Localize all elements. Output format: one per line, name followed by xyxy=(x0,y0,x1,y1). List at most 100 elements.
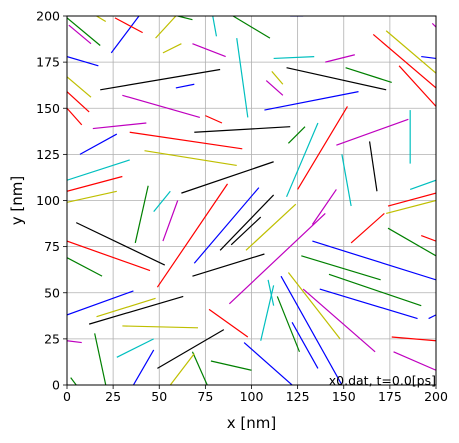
segment-84 xyxy=(208,308,249,338)
y-axis-label: y [nm] xyxy=(8,176,26,225)
y-ticks: 0 25 50 75 100 125 150 175 200 xyxy=(36,9,67,393)
segment-51 xyxy=(386,199,436,214)
segment-13 xyxy=(162,43,182,54)
segment-55 xyxy=(156,183,229,288)
segment-29 xyxy=(67,107,83,126)
segment-54 xyxy=(134,185,149,244)
segment-18 xyxy=(385,30,436,74)
segment-43 xyxy=(144,150,237,167)
segment-97 xyxy=(70,377,77,385)
segment-89 xyxy=(132,349,155,385)
x-tick-label: 125 xyxy=(286,389,310,404)
segment-30 xyxy=(122,94,201,119)
segment-6 xyxy=(177,16,193,21)
x-tick-label: 0 xyxy=(63,389,71,404)
y-tick-label: 75 xyxy=(44,239,60,254)
segment-58 xyxy=(230,216,262,246)
segment-70 xyxy=(301,255,381,281)
segment-61 xyxy=(350,212,385,244)
segment-50 xyxy=(387,192,436,207)
segment-96 xyxy=(393,351,436,371)
segment-34 xyxy=(194,126,291,133)
segment-68 xyxy=(228,212,326,305)
segment-19 xyxy=(67,76,92,98)
x-tick-label: 25 xyxy=(105,389,121,404)
segment-47 xyxy=(67,175,123,192)
segment-72 xyxy=(319,288,418,320)
segment-8 xyxy=(232,16,271,39)
segment-46 xyxy=(341,154,352,207)
segment-77 xyxy=(260,285,275,341)
segment-42 xyxy=(67,159,130,181)
segment-17 xyxy=(372,33,436,89)
segment-81 xyxy=(276,296,301,353)
segment-65 xyxy=(312,240,436,281)
segment-64 xyxy=(67,257,103,277)
segment-94 xyxy=(291,321,319,369)
segment-41 xyxy=(79,133,118,155)
y-tick-label: 50 xyxy=(44,285,60,300)
segments xyxy=(67,16,436,385)
segment-75 xyxy=(88,295,184,325)
x-tick-label: 100 xyxy=(240,389,264,404)
segment-14 xyxy=(67,56,99,67)
segment-32 xyxy=(205,115,223,124)
y-tick-label: 25 xyxy=(44,331,60,346)
segment-40 xyxy=(297,106,348,190)
segment-91 xyxy=(210,360,252,371)
segment-20 xyxy=(100,68,221,91)
segment-24 xyxy=(345,67,392,83)
segment-79 xyxy=(280,275,343,385)
segment-10 xyxy=(431,22,436,28)
segment-86 xyxy=(94,333,107,385)
segment-5 xyxy=(155,16,177,39)
segment-93 xyxy=(169,353,195,385)
segment-35 xyxy=(129,131,243,150)
segment-56 xyxy=(193,187,260,264)
segment-21 xyxy=(265,80,284,96)
segment-62 xyxy=(75,222,166,266)
segment-48 xyxy=(67,190,117,203)
segment-0 xyxy=(67,17,101,46)
segment-39 xyxy=(286,122,319,198)
segment-53 xyxy=(162,200,179,242)
segment-38 xyxy=(287,126,306,144)
segment-73 xyxy=(67,290,134,316)
segment-69 xyxy=(192,253,265,277)
segment-28 xyxy=(67,91,90,113)
segment-45 xyxy=(368,141,378,192)
segment-12 xyxy=(236,38,249,118)
segment-49 xyxy=(409,179,436,190)
segment-2 xyxy=(68,24,92,45)
segment-1 xyxy=(96,16,107,23)
segment-57 xyxy=(219,194,275,251)
segment-63 xyxy=(67,240,151,272)
segment-52 xyxy=(153,190,171,212)
segment-85 xyxy=(67,340,82,344)
x-tick-label: 50 xyxy=(151,389,167,404)
segment-82 xyxy=(428,314,436,320)
x-ticks: 0 25 50 75 100 125 150 175 200 xyxy=(63,385,448,404)
y-tick-label: 100 xyxy=(36,193,60,208)
segment-33 xyxy=(92,122,147,130)
segment-78 xyxy=(287,272,341,340)
x-tick-label: 75 xyxy=(197,389,213,404)
segment-3 xyxy=(110,16,140,54)
segment-27 xyxy=(175,83,195,89)
segment-67 xyxy=(421,234,436,242)
segment-37 xyxy=(336,118,409,146)
y-tick-label: 175 xyxy=(36,55,60,70)
segment-83 xyxy=(122,325,199,329)
segment-60 xyxy=(311,189,337,225)
y-tick-label: 150 xyxy=(36,101,60,116)
y-tick-label: 200 xyxy=(36,9,60,24)
segment-15 xyxy=(273,55,315,60)
x-tick-label: 200 xyxy=(424,389,448,404)
y-tick-label: 125 xyxy=(36,147,60,162)
segment-95 xyxy=(391,336,436,342)
segment-66 xyxy=(387,227,436,257)
segment-26 xyxy=(421,55,436,60)
segment-23 xyxy=(286,67,387,91)
